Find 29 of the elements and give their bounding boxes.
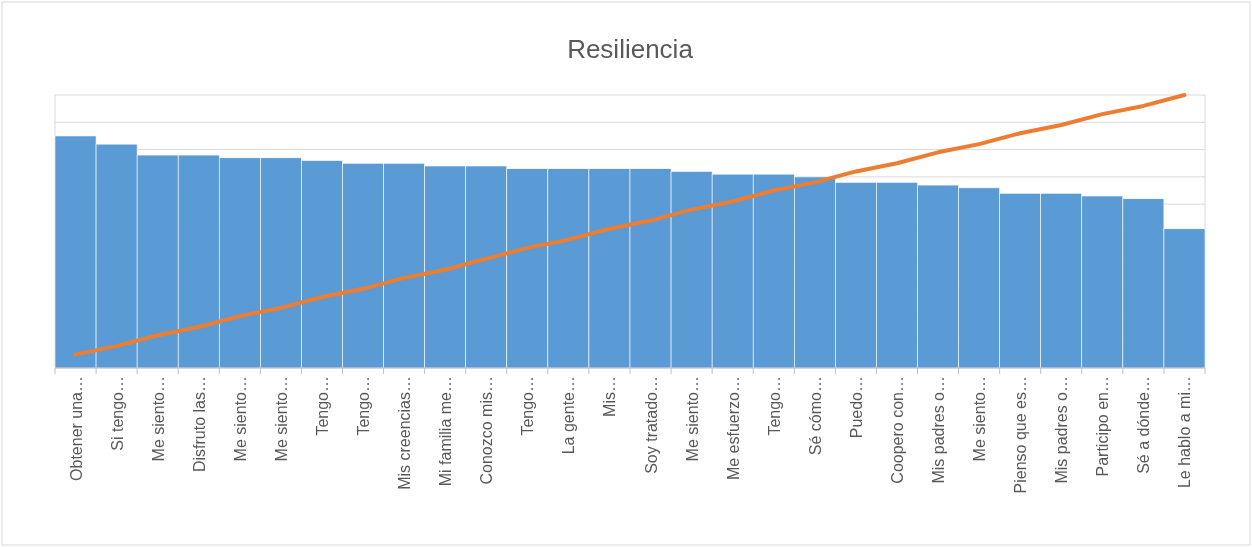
x-tick-label: Me siento…: [683, 376, 701, 462]
x-tick-label: Me siento…: [231, 376, 249, 462]
x-tick-label: Le hablo a mi…: [1176, 376, 1194, 489]
x-tick-label: Conozco mis…: [478, 376, 496, 485]
x-tick-label: Si tengo…: [108, 376, 126, 451]
x-tick-label: Mi familia me…: [437, 376, 455, 487]
x-tick-label: Sé a dónde…: [1135, 376, 1153, 474]
x-tick-label: Tengo…: [355, 376, 373, 436]
x-tick-label: Mis padres o…: [930, 376, 948, 484]
x-tick-label: La gente…: [560, 376, 578, 455]
x-tick-label: Participo en…: [1094, 376, 1112, 477]
x-tick-label: Puedo…: [847, 376, 865, 439]
x-tick-label: Pienso que es…: [1012, 376, 1030, 494]
x-tick-label: Disfruto las…: [190, 376, 208, 473]
x-tick-label: Mis…: [601, 376, 619, 417]
x-tick-label: Tengo…: [765, 376, 783, 436]
x-tick-label: Tengo…: [313, 376, 331, 436]
x-tick-label: Me siento…: [971, 376, 989, 462]
x-tick-label: Mis creencias…: [396, 376, 414, 490]
x-tick-label: Sé cómo…: [806, 376, 824, 456]
x-tick-label: Me esfuerzo…: [724, 376, 742, 481]
chart-title: Resiliencia: [567, 34, 694, 64]
x-tick-label: Soy tratado…: [642, 376, 660, 474]
x-tick-label: Tengo…: [519, 376, 537, 436]
x-tick-label: Obtener una…: [67, 376, 85, 481]
x-tick-label: Mis padres o…: [1053, 376, 1071, 484]
x-tick-label: Me siento…: [272, 376, 290, 462]
x-tick-label: Coopero con…: [888, 376, 906, 484]
x-tick-label: Me siento…: [149, 376, 167, 462]
